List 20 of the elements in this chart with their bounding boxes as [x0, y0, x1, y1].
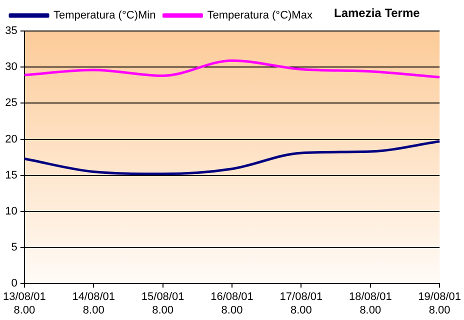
- chart-title: Lamezia Terme: [334, 6, 420, 20]
- y-tick-label: 25: [5, 97, 18, 110]
- x-tick-label: 19/08/01 8.00: [418, 291, 462, 316]
- y-tick-label: 15: [5, 169, 18, 182]
- y-tick-label: 35: [5, 25, 18, 38]
- x-tick-label: 16/08/01 8.00: [210, 291, 254, 316]
- legend-label: Temperatura (°C)Min: [54, 10, 156, 22]
- legend-label: Temperatura (°C)Max: [207, 10, 313, 22]
- line-series: [23, 59, 441, 78]
- x-tick-label: 15/08/01 8.00: [141, 291, 184, 316]
- x-tick-label: 14/08/01 8.00: [72, 291, 116, 316]
- y-tick-label: 30: [5, 61, 18, 74]
- x-tick-label: 17/08/01 8.00: [280, 291, 323, 316]
- x-tick-label: 13/08/01 8.00: [2, 291, 46, 316]
- y-tick-label: 10: [5, 205, 18, 218]
- line-series: [23, 140, 441, 176]
- y-tick-label: 5: [11, 242, 18, 254]
- y-tick-label: 20: [5, 133, 18, 146]
- x-tick-label: 18/08/01 8.00: [348, 291, 392, 316]
- y-tick-label: 0: [11, 278, 18, 290]
